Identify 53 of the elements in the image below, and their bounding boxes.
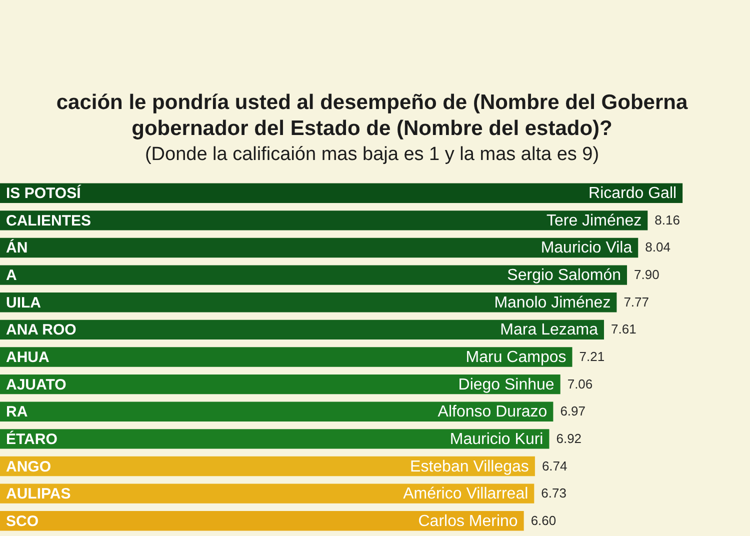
data-label: 7.06 — [567, 376, 593, 392]
y-tick-label: ÉTARO — [6, 430, 58, 448]
y-tick-label: A — [6, 267, 17, 284]
annotation: Alfonso Durazo — [438, 404, 548, 421]
bar — [0, 511, 524, 531]
bar — [0, 374, 560, 394]
annotation: Sergio Salomón — [507, 267, 622, 284]
bar — [0, 292, 617, 312]
y-tick-label: ANA ROO — [6, 322, 77, 339]
y-tick-label: SCO — [6, 512, 39, 530]
bar — [0, 402, 554, 422]
data-label: 6.73 — [541, 486, 566, 501]
bar — [0, 429, 550, 449]
data-label: 6.92 — [556, 430, 582, 446]
annotation: Américo Villarreal — [403, 486, 528, 503]
bar — [0, 320, 604, 340]
annotation: Mauricio Vila — [540, 240, 632, 257]
data-label: 6.97 — [560, 404, 586, 419]
bar — [0, 183, 683, 203]
annotation: Tere Jiménez — [546, 212, 642, 230]
annotation: Carlos Merino — [418, 512, 518, 530]
data-label: 7.77 — [624, 294, 650, 310]
data-label: 8.16 — [654, 212, 680, 228]
chart-title: cación le pondría usted al desempeño de (Nombre del Goberna gobernador del Estado de (Nombre del estado)? — [56, 91, 688, 140]
data-label: 7.90 — [634, 267, 660, 282]
annotation: Esteban Villegas — [410, 458, 529, 476]
data-label: 6.60 — [530, 512, 556, 528]
bar — [0, 238, 638, 258]
bar — [0, 210, 648, 230]
y-tick-label: RA — [6, 404, 28, 421]
y-tick-label: IS POTOSÍ — [6, 184, 82, 202]
annotation: Maru Campos — [466, 349, 566, 366]
bar — [0, 347, 572, 367]
y-tick-label: AULIPAS — [6, 486, 71, 503]
y-tick-label: CALIENTES — [6, 212, 92, 230]
bar — [0, 456, 535, 476]
y-tick-label: AJUATO — [6, 376, 67, 394]
chart-subtitle: (Donde la calificaión mas baja es 1 y la mas alta es 9) — [144, 144, 600, 165]
y-tick-label: ÁN — [6, 238, 28, 257]
bar — [0, 484, 534, 504]
y-tick-label: AHUA — [6, 349, 50, 366]
annotation: Ricardo Gall — [588, 185, 677, 202]
data-label: 7.61 — [610, 322, 636, 337]
annotation: Mauricio Kuri — [450, 430, 544, 448]
annotation: Mara Lezama — [500, 322, 598, 339]
y-tick-label: UILA — [6, 294, 42, 312]
data-label: 6.74 — [542, 458, 568, 474]
bar — [0, 265, 628, 285]
data-label: 7.21 — [579, 349, 605, 364]
data-label: 8.04 — [645, 240, 670, 255]
y-tick-label: ANGO — [6, 458, 52, 476]
annotation: Diego Sinhue — [458, 376, 554, 394]
annotation: Manolo Jiménez — [494, 294, 611, 312]
